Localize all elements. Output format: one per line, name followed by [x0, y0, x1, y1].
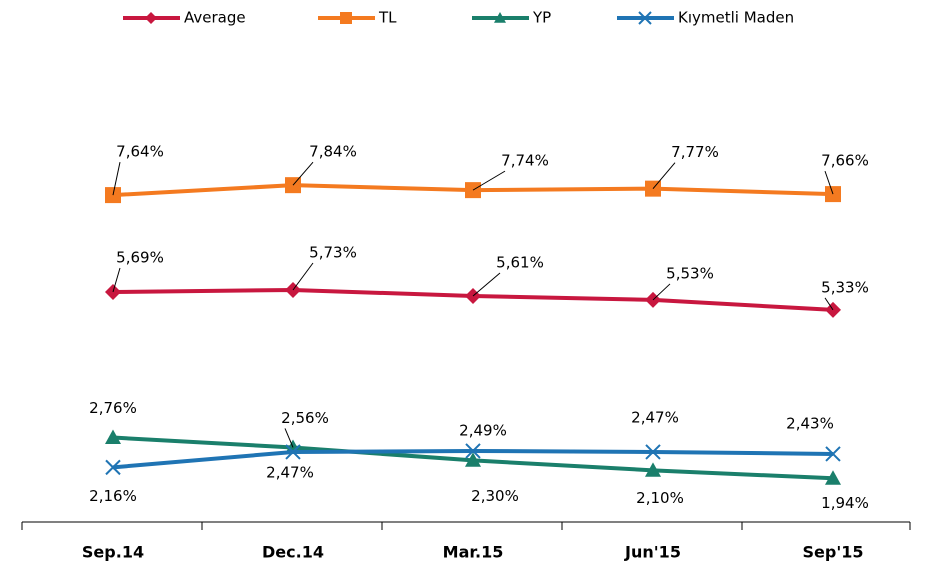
leader-line [652, 283, 671, 301]
legend-marker [638, 11, 652, 25]
data-label: 7,64% [116, 143, 164, 161]
leader-line [652, 162, 676, 189]
data-label: 2,76% [89, 399, 137, 417]
data-label: 2,30% [471, 487, 519, 505]
data-label: 5,73% [309, 243, 357, 261]
data-label: 5,33% [821, 278, 869, 296]
data-label: 2,47% [631, 408, 679, 426]
legend-label: TL [378, 9, 397, 27]
legend-marker [494, 12, 506, 23]
data-point [465, 443, 481, 459]
data-label: 2,10% [636, 489, 684, 507]
x-tick-label: Sep'15 [803, 543, 864, 562]
data-label: 5,61% [496, 253, 544, 271]
data-label: 1,94% [821, 494, 869, 512]
data-label: 5,69% [116, 248, 164, 266]
data-label: 5,53% [666, 264, 714, 282]
x-tick-label: Mar.15 [443, 543, 504, 562]
leader-line [292, 262, 314, 291]
data-point [105, 459, 121, 476]
data-label: 2,16% [89, 487, 137, 505]
leader-line [824, 170, 834, 195]
x-tick-label: Dec.14 [262, 543, 324, 562]
legend-label: Kıymetli Maden [678, 9, 794, 27]
data-label: 7,84% [309, 143, 357, 161]
leader-line [472, 170, 506, 191]
leader-line [284, 428, 294, 448]
data-point [105, 429, 121, 444]
leader-line [292, 161, 314, 186]
data-label: 7,77% [671, 143, 719, 161]
data-label: 2,56% [281, 409, 329, 427]
legend-label: Average [184, 9, 246, 27]
data-label: 2,49% [459, 421, 507, 439]
leader-line [824, 297, 834, 311]
x-tick-label: Jun'15 [624, 543, 681, 562]
data-point [465, 452, 481, 467]
data-point [825, 446, 841, 462]
legend-marker [145, 12, 157, 24]
data-label: 2,47% [266, 463, 314, 481]
data-label: 7,74% [501, 152, 549, 170]
legend-marker [340, 12, 352, 24]
data-label: 7,66% [821, 152, 869, 170]
data-point [285, 444, 301, 460]
leader-line [472, 272, 501, 297]
leader-line [112, 161, 121, 196]
legend-label: YP [532, 9, 551, 27]
x-tick-label: Sep.14 [82, 543, 144, 562]
data-point [645, 462, 661, 477]
data-label: 2,43% [786, 414, 834, 432]
data-point [825, 470, 841, 485]
leader-line [112, 267, 121, 293]
data-point [645, 444, 661, 460]
